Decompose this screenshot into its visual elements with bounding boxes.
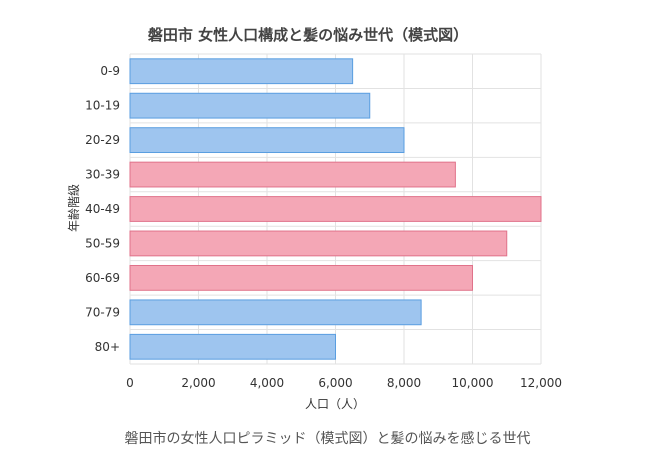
bar-60-69	[129, 264, 473, 291]
bar-0-9	[129, 58, 354, 85]
x-axis-label: 人口（人）	[305, 397, 365, 411]
x-tick-label: 8,000	[387, 376, 421, 390]
chart-title: 磐田市 女性人口構成と髪の悩み世代（模式図）	[147, 26, 468, 44]
bar-80+	[129, 333, 336, 360]
y-tick-label: 20-29	[85, 133, 120, 147]
figure-caption: 磐田市の女性人口ピラミッド（模式図）と髪の悩みを感じる世代	[124, 431, 531, 447]
y-tick-label: 0-9	[100, 64, 120, 78]
bars	[129, 58, 542, 360]
x-tick-label: 2,000	[181, 376, 215, 390]
bar-20-29	[129, 127, 405, 154]
y-axis-tick-labels: 0-9 10-19 20-29 30-39 40-49 50-59 60-69 70-79 80…	[85, 64, 120, 354]
bar-chart: 磐田市 女性人口構成と髪の悩み世代（模式図） 0-9 10-19 20-29 30-3…	[66, 26, 562, 411]
bar-50-59	[129, 230, 508, 257]
bar-70-79	[129, 299, 422, 326]
x-tick-label: 12,000	[520, 376, 562, 390]
x-tick-label: 10,000	[452, 376, 494, 390]
y-tick-label: 80+	[95, 340, 120, 354]
x-tick-label: 4,000	[250, 376, 284, 390]
y-tick-label: 70-79	[85, 305, 120, 319]
x-tick-label: 0	[126, 376, 134, 390]
y-tick-label: 30-39	[85, 168, 120, 182]
y-tick-label: 40-49	[85, 202, 120, 216]
bar-30-39	[129, 161, 456, 188]
y-tick-label: 50-59	[85, 236, 120, 250]
y-tick-label: 60-69	[85, 271, 120, 285]
x-tick-label: 6,000	[318, 376, 352, 390]
bar-10-19	[129, 92, 371, 119]
x-axis-tick-labels: 0 2,000 4,000 6,000 8,000 10,000 12,000	[126, 376, 562, 390]
y-tick-label: 10-19	[85, 99, 120, 113]
bar-40-49	[129, 196, 542, 222]
y-axis-label: 年齢階級	[66, 184, 81, 232]
